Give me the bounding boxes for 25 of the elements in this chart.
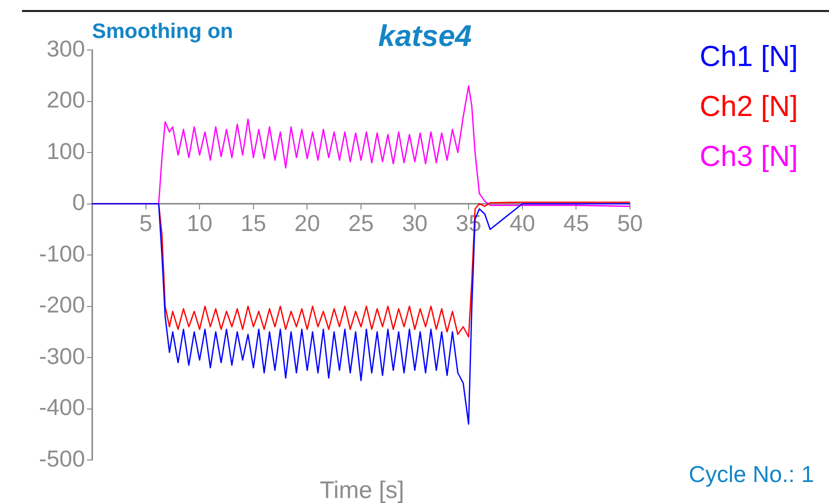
x-tick-label: 25 [348,210,374,236]
y-tick-label: 0 [72,189,85,216]
y-tick-label: 100 [46,138,85,164]
y-tick-label: 300 [46,35,85,62]
text: Ch3 [N] [700,141,798,173]
x-axis-title: Time [s] [320,477,404,503]
x-tick-label: 15 [240,210,266,236]
x-tick-label: 10 [186,210,212,236]
x-tick-label: 5 [139,210,152,236]
y-tick-label: 200 [46,86,85,113]
y-tick-label: -200 [38,292,85,318]
text: Cycle No.: 1 [688,461,814,487]
x-tick-label: 20 [294,210,320,236]
y-tick-label: -400 [38,394,85,420]
chart-title: katse4 [378,20,472,53]
x-tick-label: 50 [617,210,643,236]
y-tick-label: -100 [38,240,85,266]
x-tick-label: 40 [510,210,536,236]
x-tick-label: 30 [402,210,428,236]
y-tick-label: -500 [38,445,85,472]
text: Smoothing on [92,20,234,43]
text: Ch2 [N] [700,91,798,123]
y-tick-label: -300 [38,342,85,369]
text: Ch1 [N] [700,41,798,73]
x-tick-label: 45 [563,210,589,236]
